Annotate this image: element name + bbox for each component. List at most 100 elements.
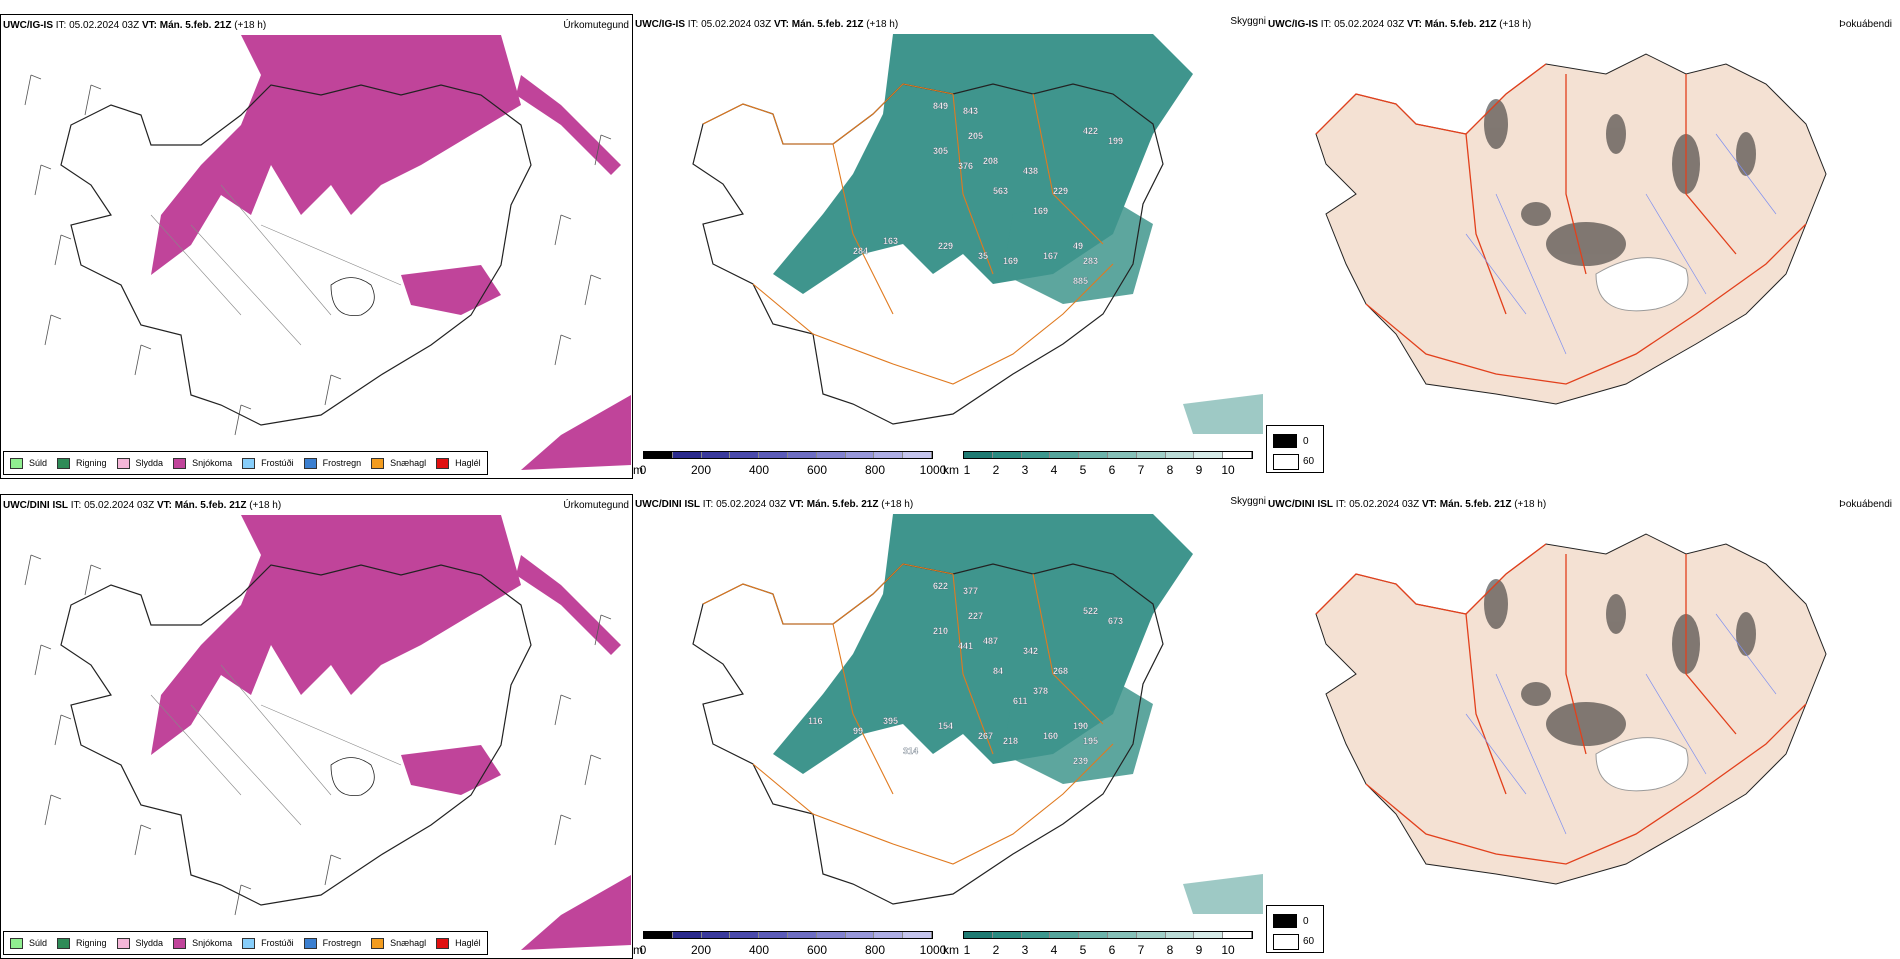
elevation-label: 376 — [958, 161, 973, 171]
it-label: IT: — [702, 499, 714, 510]
legend-label: Frostúði — [261, 938, 294, 948]
legend-label: Slydda — [135, 458, 164, 468]
elevation-label: 305 — [933, 146, 948, 156]
fog-legend-white — [1273, 934, 1299, 950]
fog-panel: UWC/DINI ISL IT: 05.02.2024 03Z VT: Mán.… — [1266, 494, 1900, 959]
elevation-label: 210 — [933, 626, 948, 636]
legend-item: Frostregn — [303, 457, 362, 469]
legend-swatch — [371, 937, 385, 949]
forecast-row: UWC/IG-IS IT: 05.02.2024 03Z VT: Mán. 5.… — [0, 14, 1900, 479]
vt-label: VT: — [788, 499, 804, 510]
roads — [1315, 63, 1807, 385]
it-label: IT: — [1320, 19, 1332, 30]
precip-title: Úrkomutegund — [563, 20, 629, 31]
legend-item: Súld — [10, 457, 48, 469]
visibility-tick: 9 — [1195, 463, 1203, 477]
forecast-row: UWC/DINI ISL IT: 05.02.2024 03Z VT: Mán.… — [0, 494, 1900, 959]
elevation-label: 169 — [1003, 256, 1018, 266]
legend-label: Súld — [29, 458, 48, 468]
precip-panel: UWC/IG-IS IT: 05.02.2024 03Z VT: Mán. 5.… — [0, 14, 633, 479]
visibility-header: UWC/IG-IS IT: 05.02.2024 03Z VT: Mán. 5.… — [635, 19, 898, 30]
elevation-label: 843 — [963, 106, 978, 116]
elevation-label: 267 — [978, 731, 993, 741]
fog-legend-low: 0 — [1303, 436, 1309, 447]
legend-swatch — [303, 937, 317, 949]
elevation-label: 229 — [1053, 186, 1068, 196]
elevation-label: 342 — [1023, 646, 1038, 656]
model-name: UWC/DINI ISL — [1268, 499, 1333, 510]
visibility-tick: 3 — [1021, 943, 1029, 957]
legend-label: Rigning — [76, 458, 107, 468]
elevation-label: 522 — [1083, 606, 1098, 616]
model-name: UWC/IG-IS — [1268, 19, 1318, 30]
it-value: 05.02.2024 03Z — [1349, 499, 1420, 510]
legend-item: Snjókoma — [173, 457, 232, 469]
fog-panel: UWC/IG-IS IT: 05.02.2024 03Z VT: Mán. 5.… — [1266, 14, 1900, 479]
vt-label: VT: — [773, 19, 789, 30]
precip-map — [1, 495, 632, 958]
height-tick: 0 — [639, 943, 647, 957]
visibility-tick: 6 — [1108, 463, 1116, 477]
elevation-label: 167 — [1043, 251, 1058, 261]
elevation-label: 378 — [1033, 686, 1048, 696]
legend-label: Slydda — [135, 938, 164, 948]
elevation-label: 885 — [1073, 276, 1088, 286]
fog-legend-black — [1273, 914, 1297, 928]
legend-item: Slydda — [116, 457, 164, 469]
visibility-unit: km — [943, 463, 959, 477]
lead-time: (+18 h) — [881, 499, 914, 510]
lead-time: (+18 h) — [234, 20, 267, 31]
visibility-colorbar: km 1 2 3 4 5 6 7 8 9 10 — [943, 451, 1266, 479]
vt-value: Mán. 5.feb. 21Z — [159, 20, 232, 31]
elevation-label: 438 — [1023, 166, 1038, 176]
elevation-label: 487 — [983, 636, 998, 646]
iceland-outline — [60, 84, 532, 426]
precip-header: UWC/IG-IS IT: 05.02.2024 03Z VT: Mán. 5.… — [3, 20, 266, 31]
legend-item: Frostúði — [242, 457, 294, 469]
it-value: 05.02.2024 03Z — [69, 20, 140, 31]
vt-label: VT: — [1406, 19, 1422, 30]
visibility-tick: 1 — [963, 463, 971, 477]
wind-barbs — [24, 554, 612, 916]
legend-swatch — [10, 457, 23, 469]
lead-time: (+18 h) — [249, 500, 282, 511]
visibility-header: UWC/DINI ISL IT: 05.02.2024 03Z VT: Mán.… — [635, 499, 913, 510]
model-name: UWC/IG-IS — [635, 19, 685, 30]
height-tick: 600 — [806, 943, 828, 957]
elevation-label: 314 — [903, 746, 918, 756]
lead-time: (+18 h) — [1514, 499, 1547, 510]
lead-time: (+18 h) — [866, 19, 899, 30]
visibility-tick: 2 — [992, 943, 1000, 957]
it-value: 05.02.2024 03Z — [84, 500, 155, 511]
legend-swatch — [57, 937, 71, 949]
elevation-labels: 622 377 227 210 441 487 342 522 673 84 268 378 395 99… — [808, 581, 1123, 766]
visibility-title: Skyggni — [1230, 496, 1266, 507]
legend-item: Súld — [10, 937, 47, 949]
legend-item: Haglél — [436, 457, 481, 469]
fog-title: Þokuábendi — [1839, 499, 1892, 510]
it-value: 05.02.2024 03Z — [1334, 19, 1405, 30]
height-tick: 1000 — [919, 463, 947, 477]
legend-swatch — [303, 457, 317, 469]
vt-label: VT: — [141, 20, 157, 31]
legend-item: Rigning — [57, 937, 107, 949]
model-name: UWC/DINI ISL — [635, 499, 700, 510]
legend-label: Snjókoma — [192, 938, 233, 948]
legend-label: Rigning — [76, 938, 107, 948]
legend-label: Frostúði — [261, 458, 294, 468]
vt-value: Mán. 5.feb. 21Z — [1439, 499, 1512, 510]
iceland-outline — [60, 564, 532, 906]
lead-time: (+18 h) — [1499, 19, 1532, 30]
fog-header: UWC/IG-IS IT: 05.02.2024 03Z VT: Mán. 5.… — [1268, 19, 1531, 30]
elevation-label: 283 — [1083, 256, 1098, 266]
fog-legend-black — [1273, 434, 1297, 448]
model-name: UWC/IG-IS — [3, 20, 53, 31]
roads — [702, 563, 1114, 865]
elevation-label: 163 — [883, 236, 898, 246]
snow-areas — [151, 515, 631, 950]
visibility-tick: 5 — [1079, 943, 1087, 957]
elevation-label: 622 — [933, 581, 948, 591]
legend-label: Frostregn — [322, 458, 362, 468]
visibility-tick: 7 — [1137, 463, 1145, 477]
